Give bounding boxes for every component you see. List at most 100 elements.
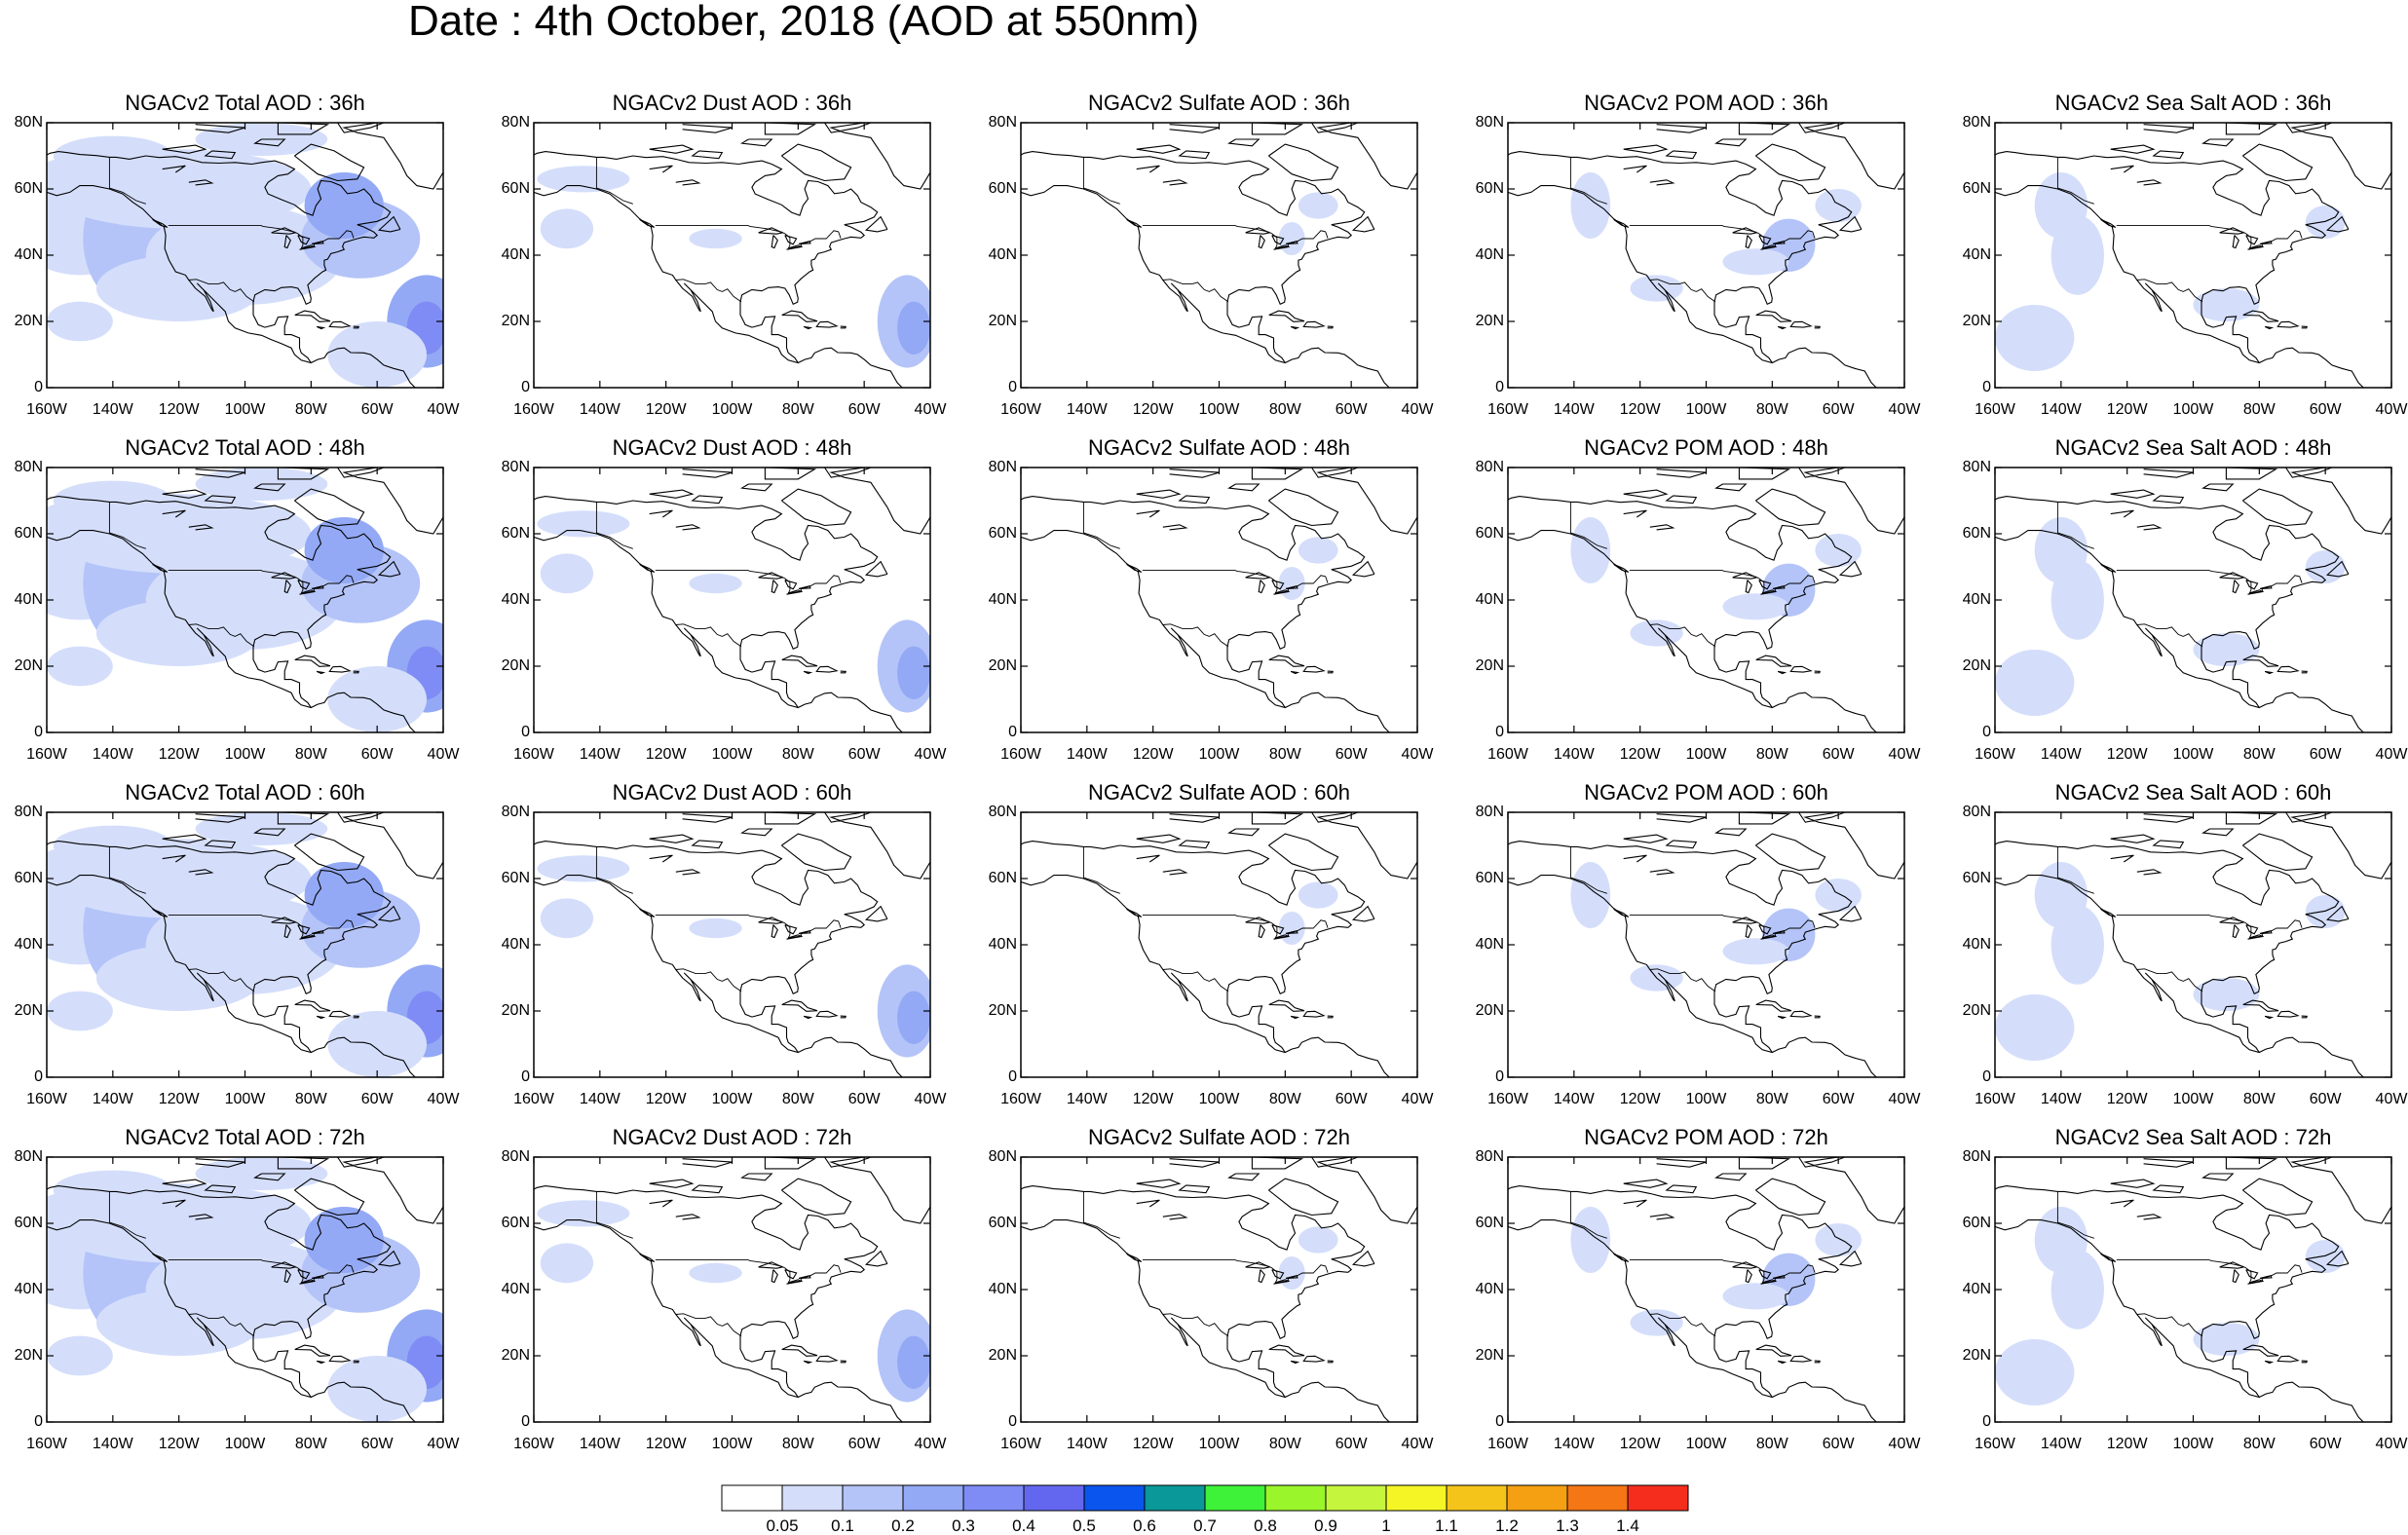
lon-tick-label: 160W [513,401,554,418]
aod-region [53,480,172,521]
lon-tick-label: 100W [1685,401,1727,418]
lon-tick-label: 60W [360,401,394,418]
national-borders [595,502,842,648]
aod-region [897,991,930,1044]
lon-tick-label: 140W [1553,1091,1595,1107]
panel-title: NGACv2 Sea Salt AOD : 72h [2054,1125,2332,1149]
colorbar-label: 0.4 [1012,1516,1035,1535]
lon-tick-label: 160W [1975,1436,2015,1452]
lon-tick-label: 40W [1888,746,1921,763]
colorbar-swatch [962,1484,1025,1512]
lon-tick-label: 160W [1975,746,2015,763]
lon-tick-label: 140W [1553,1436,1595,1452]
aod-map-total [46,467,444,733]
map-frame [1020,122,1418,389]
coastline [534,1157,930,1422]
aod-region [537,855,630,882]
lon-tick-label: 140W [92,1091,133,1107]
national-borders [108,1191,355,1337]
lon-tick-label: 140W [2040,1091,2082,1107]
lat-tick-label: 0 [1008,379,1017,395]
lat-tick-label: 60N [14,1215,43,1231]
lon-tick-label: 140W [579,1091,621,1107]
national-borders [1082,846,1329,992]
lat-tick-label: 60N [1962,180,1991,197]
lat-tick-label: 40N [1962,591,1991,608]
lat-tick-label: 20N [1962,313,1991,329]
aod-region [47,301,113,342]
aod-map-pom [1507,1156,1905,1423]
aod-map-sulfate [1020,467,1418,733]
lat-tick-label: 40N [988,1281,1017,1297]
aod-region [2051,1250,2104,1329]
lon-tick-label: 60W [2309,1091,2342,1107]
aod-region [537,1200,630,1227]
lon-tick-label: 120W [2106,1091,2148,1107]
map-frame [1020,467,1418,733]
national-borders [1569,157,1816,303]
lon-tick-label: 40W [1888,1091,1921,1107]
map-frame [1507,1156,1905,1423]
lon-tick-label: 160W [1000,401,1041,418]
lon-tick-label: 120W [2106,1436,2148,1452]
aod-region [1298,537,1338,564]
lon-tick-label: 140W [1066,401,1108,418]
lat-tick-label: 80N [14,114,43,131]
lon-tick-label: 120W [1619,746,1661,763]
lon-tick-label: 100W [2172,746,2214,763]
coastline [1995,1157,2391,1422]
lat-tick-label: 80N [1475,1148,1504,1165]
aod-region [689,1262,742,1284]
aod-region [540,553,594,594]
lon-tick-label: 80W [1268,401,1301,418]
lon-tick-label: 120W [645,401,687,418]
map-frame [1507,467,1905,733]
lon-tick-label: 120W [1619,401,1661,418]
lon-tick-label: 80W [1755,1091,1788,1107]
lon-tick-label: 120W [1132,1436,1174,1452]
lon-tick-label: 120W [158,401,200,418]
national-borders [108,157,355,303]
lat-tick-label: 20N [1962,1347,1991,1364]
colorbar-label: 0.05 [766,1516,799,1535]
aod-map-sulfate [1020,1156,1418,1423]
lat-tick-label: 60N [988,870,1017,886]
lon-tick-label: 80W [2242,1091,2276,1107]
aod-region [537,510,630,538]
lon-tick-label: 60W [847,1091,881,1107]
lon-tick-label: 80W [781,1436,814,1452]
lat-tick-label: 80N [14,804,43,820]
aod-region [53,825,172,866]
lon-tick-label: 160W [26,1436,67,1452]
lon-tick-label: 160W [513,1436,554,1452]
coastline [1508,812,1904,1077]
lon-tick-label: 80W [1755,746,1788,763]
colorbar-swatch [1446,1484,1508,1512]
lon-tick-label: 160W [1487,1436,1528,1452]
colorbar-label: 0.8 [1254,1516,1277,1535]
lat-tick-label: 60N [14,525,43,542]
aod-map-dust [533,467,931,733]
lat-tick-label: 0 [34,1413,43,1430]
national-borders [595,846,842,992]
lon-tick-label: 140W [2040,401,2082,418]
aod-region [1298,192,1338,219]
lon-tick-label: 120W [158,1091,200,1107]
aod-region [95,1290,262,1356]
aod-map-seasalt [1994,122,2392,389]
lon-tick-label: 100W [711,1436,753,1452]
lon-tick-label: 160W [513,746,554,763]
lon-tick-label: 60W [847,401,881,418]
panel-title: NGACv2 Sea Salt AOD : 48h [2054,435,2332,460]
lat-tick-label: 60N [501,180,530,197]
lat-tick-label: 40N [14,1281,43,1297]
national-borders [108,502,355,648]
national-borders [2056,846,2303,992]
lon-tick-label: 80W [2242,1436,2276,1452]
lat-tick-label: 80N [14,459,43,475]
lon-tick-label: 40W [1401,401,1434,418]
lon-tick-label: 120W [1132,401,1174,418]
lat-tick-label: 40N [14,936,43,953]
map-frame [1507,122,1905,389]
lat-tick-label: 20N [1475,657,1504,674]
